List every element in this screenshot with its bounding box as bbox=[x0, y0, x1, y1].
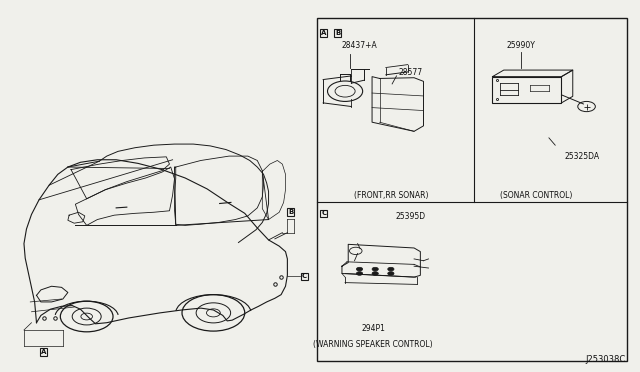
Text: (WARNING SPEAKER CONTROL): (WARNING SPEAKER CONTROL) bbox=[314, 340, 433, 349]
Text: A: A bbox=[41, 349, 46, 355]
Circle shape bbox=[356, 267, 363, 271]
Text: A: A bbox=[321, 30, 326, 36]
Text: C: C bbox=[301, 273, 307, 279]
Text: J253038C: J253038C bbox=[586, 355, 626, 364]
Circle shape bbox=[372, 267, 378, 271]
Text: (SONAR CONTROL): (SONAR CONTROL) bbox=[500, 190, 573, 200]
Text: C: C bbox=[321, 210, 326, 217]
Text: 25325DA: 25325DA bbox=[564, 153, 600, 161]
Circle shape bbox=[388, 267, 394, 271]
Text: (FRONT,RR SONAR): (FRONT,RR SONAR) bbox=[354, 190, 428, 200]
Text: 25990Y: 25990Y bbox=[506, 41, 535, 50]
Text: 294P1: 294P1 bbox=[362, 324, 385, 333]
Circle shape bbox=[356, 272, 363, 275]
Text: 25395D: 25395D bbox=[396, 212, 426, 221]
Text: 28437+A: 28437+A bbox=[342, 41, 378, 50]
Circle shape bbox=[372, 272, 378, 275]
Bar bbox=[493, 77, 561, 103]
Text: 28577: 28577 bbox=[398, 68, 422, 77]
Text: B: B bbox=[288, 209, 293, 215]
Bar bbox=[317, 18, 627, 361]
Circle shape bbox=[388, 272, 394, 275]
Text: B: B bbox=[335, 30, 340, 36]
